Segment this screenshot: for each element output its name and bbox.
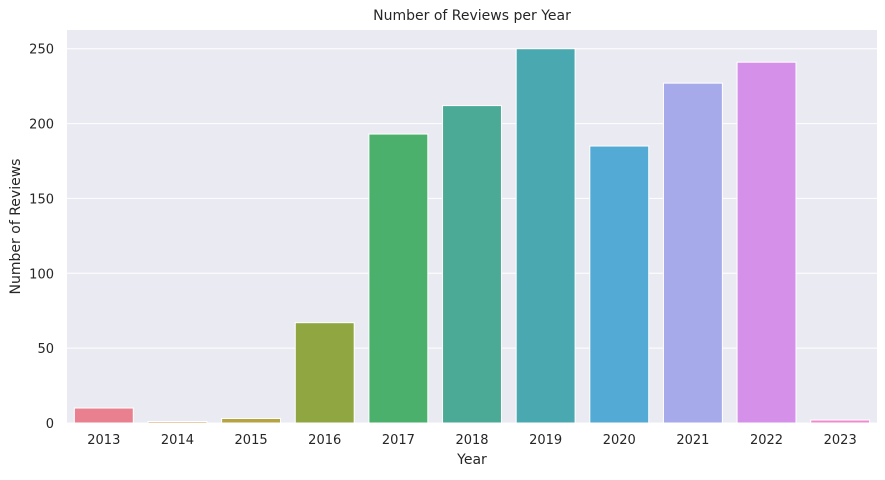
x-tick-label: 2018 [455, 433, 488, 448]
x-tick-label: 2020 [603, 433, 636, 448]
y-tick-label: 50 [37, 342, 54, 357]
y-tick-label: 200 [29, 118, 54, 133]
bar-2013 [73, 407, 134, 424]
x-tick-label: 2023 [824, 433, 857, 448]
y-tick-label: 250 [29, 43, 54, 58]
y-tick-label: 100 [29, 267, 54, 282]
x-tick-label: 2014 [161, 433, 194, 448]
x-tick-label: 2021 [676, 433, 709, 448]
bar-2018 [442, 105, 502, 424]
x-tick-label: 2017 [382, 433, 415, 448]
bar-2023 [810, 419, 871, 424]
y-tick-labels: 0 50 100 150 200 250 [29, 43, 54, 432]
bars [73, 48, 871, 424]
x-tick-label: 2019 [529, 433, 562, 448]
bar-2022 [736, 61, 797, 424]
bar-2016 [294, 322, 355, 424]
chart-title: Number of Reviews per Year [373, 8, 571, 24]
bar-2019 [515, 48, 576, 424]
x-tick-labels: 2013 2014 2015 2016 2017 2018 2019 2020 2021 2022… [87, 433, 856, 448]
bar-2015 [221, 418, 282, 424]
bar-2017 [368, 133, 429, 424]
bar-2014 [147, 421, 208, 424]
x-tick-label: 2013 [87, 433, 120, 448]
x-axis-title: Year [456, 452, 487, 468]
x-tick-label: 2022 [750, 433, 783, 448]
bar-2020 [589, 145, 650, 424]
x-tick-label: 2015 [235, 433, 268, 448]
x-tick-label: 2016 [308, 433, 341, 448]
bar-2021 [662, 82, 723, 424]
y-tick-label: 0 [46, 417, 54, 432]
y-tick-label: 150 [29, 192, 54, 207]
y-axis-title: Number of Reviews [8, 159, 24, 295]
